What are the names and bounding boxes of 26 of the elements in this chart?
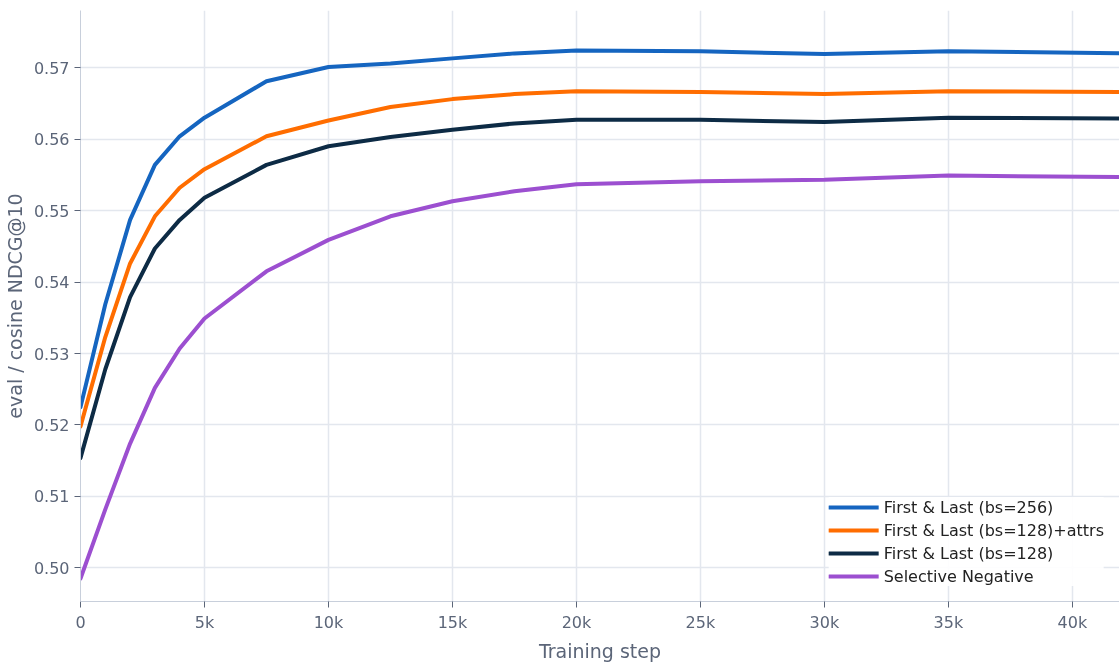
legend-label: First & Last (bs=128) <box>883 543 1054 563</box>
legend-label: First & Last (bs=128)+attrs <box>883 520 1104 540</box>
y-tick-label: 0.52 <box>33 415 70 435</box>
line-series <box>80 48 1119 410</box>
y-tick-label: 0.54 <box>33 273 70 293</box>
line-series <box>80 89 1119 429</box>
x-tick-label: 25k <box>685 612 716 632</box>
y-axis-title: eval / cosine NDCG@10 <box>3 193 26 419</box>
legend-label: First & Last (bs=256) <box>883 497 1054 517</box>
y-tick-label: 0.50 <box>33 558 70 578</box>
x-tick-label: 5k <box>194 612 215 632</box>
y-tick-label: 0.51 <box>33 487 70 507</box>
y-tick-label: 0.57 <box>33 58 70 78</box>
x-tick-label: 15k <box>437 612 468 632</box>
line-series <box>80 115 1119 460</box>
x-tick-label: 40k <box>1057 612 1088 632</box>
x-tick-label: 10k <box>313 612 345 632</box>
x-axis-title: Training step <box>537 639 662 662</box>
x-tick-label: 35k <box>933 612 964 632</box>
x-tick-label: 0 <box>75 612 86 632</box>
x-tick-label: 30k <box>809 612 840 632</box>
y-tick-label: 0.55 <box>33 201 70 221</box>
y-tick-label: 0.56 <box>33 130 70 150</box>
y-tick-label: 0.53 <box>33 344 70 364</box>
x-tick-label: 20k <box>561 612 592 632</box>
legend-label: Selective Negative <box>883 566 1034 586</box>
